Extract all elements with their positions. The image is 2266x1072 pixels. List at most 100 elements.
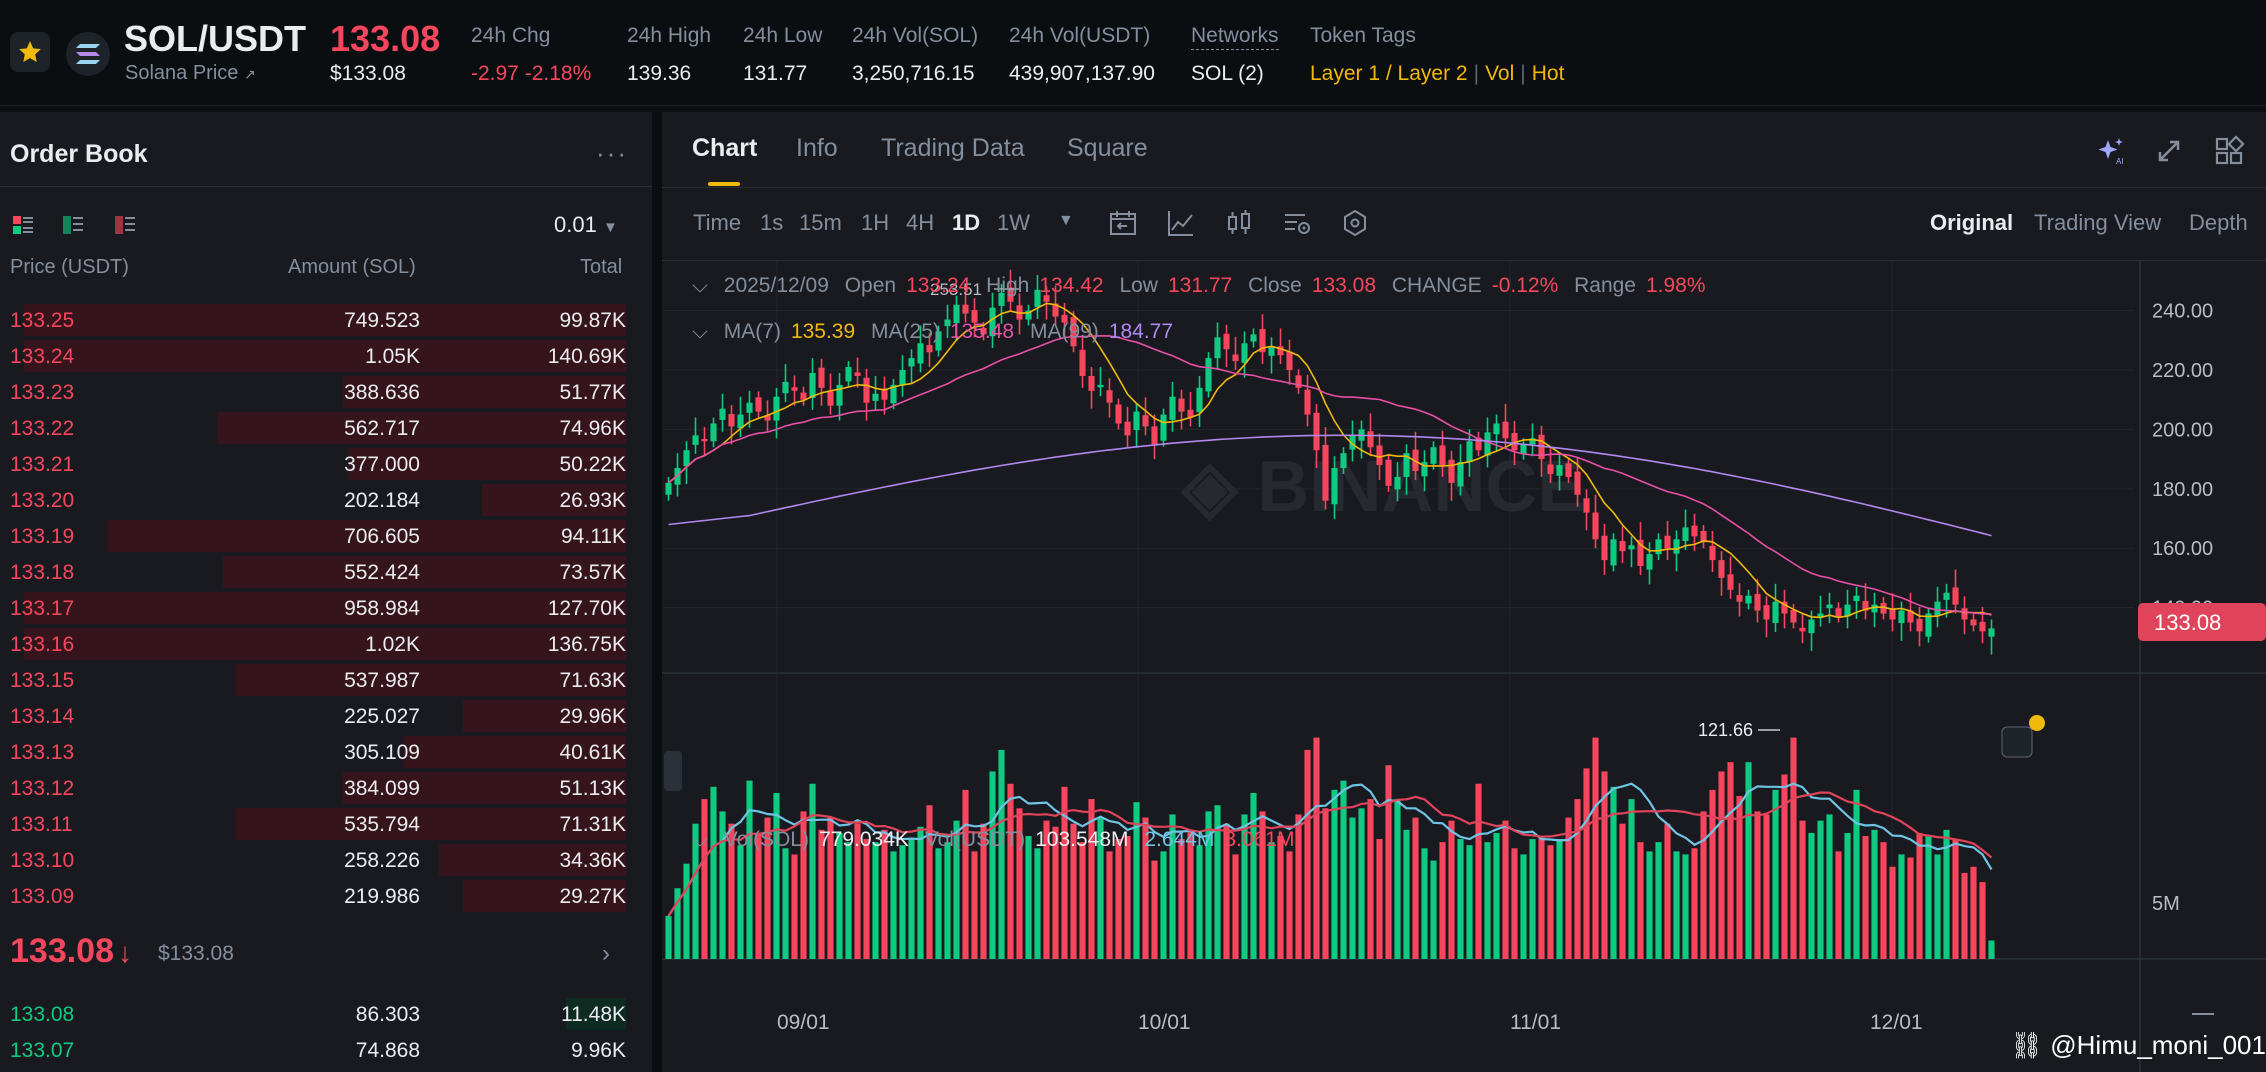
more-options-icon[interactable]: ··· bbox=[596, 138, 628, 168]
candle bbox=[1061, 314, 1068, 323]
y-axis-label: 160.00 bbox=[2152, 538, 2213, 560]
tab-chart[interactable]: Chart bbox=[692, 134, 758, 162]
svg-text:AI: AI bbox=[2116, 157, 2124, 166]
volume-bar bbox=[1439, 842, 1446, 959]
hexagon-settings-icon[interactable] bbox=[1340, 208, 1370, 238]
precision-select[interactable]: 0.01 ▼ bbox=[554, 212, 618, 238]
interval-15m[interactable]: 15m bbox=[799, 210, 842, 235]
ask-row[interactable]: 133.16 1.02K 136.75K bbox=[0, 626, 632, 662]
order-book-bids-icon[interactable] bbox=[62, 214, 84, 236]
interval-1s[interactable]: 1s bbox=[760, 210, 784, 235]
x-axis-label: 12/01 bbox=[1870, 1011, 1923, 1034]
candle bbox=[755, 397, 762, 412]
view-depth[interactable]: Depth bbox=[2189, 210, 2248, 235]
collapse-chevron-icon[interactable]: ⌵ bbox=[692, 320, 708, 343]
volume-bar bbox=[1331, 789, 1338, 959]
ask-row[interactable]: 133.23 388.636 51.77K bbox=[0, 374, 632, 410]
candle bbox=[1079, 349, 1086, 376]
ma25-line bbox=[667, 334, 1992, 615]
legend-close: 133.08 bbox=[1311, 274, 1376, 297]
candle bbox=[1781, 601, 1788, 614]
ma99-label: MA(99) bbox=[1029, 320, 1099, 343]
interval-1h[interactable]: 1H bbox=[861, 210, 890, 235]
interval-1d[interactable]: 1D bbox=[952, 210, 981, 235]
ai-sparkle-icon[interactable]: AI bbox=[2094, 134, 2128, 168]
candle bbox=[764, 415, 771, 421]
indicators-icon[interactable] bbox=[1166, 208, 1196, 238]
volume-bar bbox=[1655, 842, 1662, 959]
candle-type-icon[interactable] bbox=[1224, 208, 1254, 238]
candle bbox=[836, 384, 843, 406]
candlestick-chart[interactable]: ◈ BINANCE 240.00 220.00 200.00 180.00 160.00 1… bbox=[662, 261, 2266, 1072]
ask-row[interactable]: 133.10 258.226 34.36K bbox=[0, 842, 632, 878]
external-link-icon: ↗ bbox=[243, 66, 256, 82]
collapse-chevron-icon[interactable]: ⌵ bbox=[692, 274, 708, 297]
order-book-asks-icon[interactable] bbox=[114, 214, 136, 236]
fullscreen-icon[interactable] bbox=[2152, 134, 2186, 168]
interval-more-caret-icon[interactable]: ▼ bbox=[1058, 212, 1074, 229]
ask-row[interactable]: 133.22 562.717 74.96K bbox=[0, 410, 632, 446]
stat-label: 24h Vol(SOL) bbox=[852, 24, 979, 47]
token-tag[interactable]: Hot bbox=[1531, 62, 1565, 85]
volume-bar bbox=[764, 817, 771, 959]
bid-row[interactable]: 133.07 74.868 9.96K bbox=[0, 1032, 632, 1068]
coin-price-link[interactable]: Solana Price ↗ bbox=[125, 62, 256, 85]
ask-row[interactable]: 133.14 225.027 29.96K bbox=[0, 698, 632, 734]
candle bbox=[1970, 619, 1977, 626]
collapse-chevron-icon[interactable]: ⌵ bbox=[692, 828, 708, 851]
tab-info[interactable]: Info bbox=[796, 134, 838, 162]
layout-grid-icon[interactable] bbox=[2212, 134, 2246, 168]
ask-row[interactable]: 133.25 749.523 99.87K bbox=[0, 302, 632, 338]
ask-row[interactable]: 133.19 706.605 94.11K bbox=[0, 518, 632, 554]
ask-row[interactable]: 133.21 377.000 50.22K bbox=[0, 446, 632, 482]
ask-row[interactable]: 133.11 535.794 71.31K bbox=[0, 806, 632, 842]
candle bbox=[1790, 609, 1797, 623]
ask-row[interactable]: 133.09 219.986 29.27K bbox=[0, 878, 632, 914]
precision-value: 0.01 bbox=[554, 212, 597, 237]
favorite-button[interactable] bbox=[10, 32, 50, 72]
tab-square[interactable]: Square bbox=[1067, 134, 1148, 162]
stat-value: SOL (2) bbox=[1191, 62, 1264, 85]
volume-bar bbox=[1475, 783, 1482, 959]
view-trading-view[interactable]: Trading View bbox=[2034, 210, 2162, 235]
coin-price-link-label: Solana Price bbox=[125, 62, 239, 84]
volume-bar bbox=[1673, 851, 1680, 959]
interval-time[interactable]: Time bbox=[693, 210, 742, 235]
token-tag[interactable]: Layer 1 / Layer 2 bbox=[1310, 62, 1468, 85]
candle bbox=[908, 358, 915, 367]
ask-row[interactable]: 133.17 958.984 127.70K bbox=[0, 590, 632, 626]
candle bbox=[1376, 445, 1383, 466]
ask-row[interactable]: 133.24 1.05K 140.69K bbox=[0, 338, 632, 374]
interval-1w[interactable]: 1W bbox=[997, 210, 1030, 235]
volume-bar bbox=[1376, 839, 1383, 959]
ask-row[interactable]: 133.18 552.424 73.57K bbox=[0, 554, 632, 590]
candle bbox=[1754, 593, 1761, 611]
ma7-label: MA(7) bbox=[723, 320, 781, 343]
ma7-line bbox=[667, 302, 1992, 619]
date-range-icon[interactable] bbox=[1108, 208, 1138, 238]
bid-row[interactable]: 133.08 86.303 11.48K bbox=[0, 996, 632, 1032]
ask-row[interactable]: 133.20 202.184 26.93K bbox=[0, 482, 632, 518]
stat-networks[interactable]: Networks SOL (2) bbox=[1191, 24, 1279, 86]
volume-bar bbox=[863, 839, 870, 959]
ask-row[interactable]: 133.13 305.109 40.61K bbox=[0, 734, 632, 770]
volume-bar bbox=[683, 863, 690, 959]
chevron-right-icon[interactable]: › bbox=[602, 940, 610, 967]
view-original[interactable]: Original bbox=[1930, 210, 2014, 235]
tab-trading-data[interactable]: Trading Data bbox=[881, 134, 1025, 162]
token-tag[interactable]: Vol bbox=[1485, 62, 1515, 85]
chart-settings-icon[interactable] bbox=[1282, 208, 1312, 238]
ask-row[interactable]: 133.12 384.099 51.13K bbox=[0, 770, 632, 806]
candle bbox=[1655, 539, 1662, 555]
candle bbox=[863, 377, 870, 403]
order-book-both-icon[interactable] bbox=[12, 214, 34, 236]
vol-sol-label: Vol(SOL) bbox=[723, 828, 809, 851]
volume-bar bbox=[1925, 836, 1932, 959]
depth-bar bbox=[234, 664, 626, 696]
candle bbox=[1322, 444, 1329, 501]
ma-legend: ⌵ MA(7) 135.39 MA(25) 135.48 MA(99) 184.77 bbox=[692, 320, 1183, 344]
volume-bar bbox=[728, 823, 735, 959]
interval-4h[interactable]: 4H bbox=[906, 210, 935, 235]
candle bbox=[1196, 387, 1203, 413]
ask-row[interactable]: 133.15 537.987 71.63K bbox=[0, 662, 632, 698]
